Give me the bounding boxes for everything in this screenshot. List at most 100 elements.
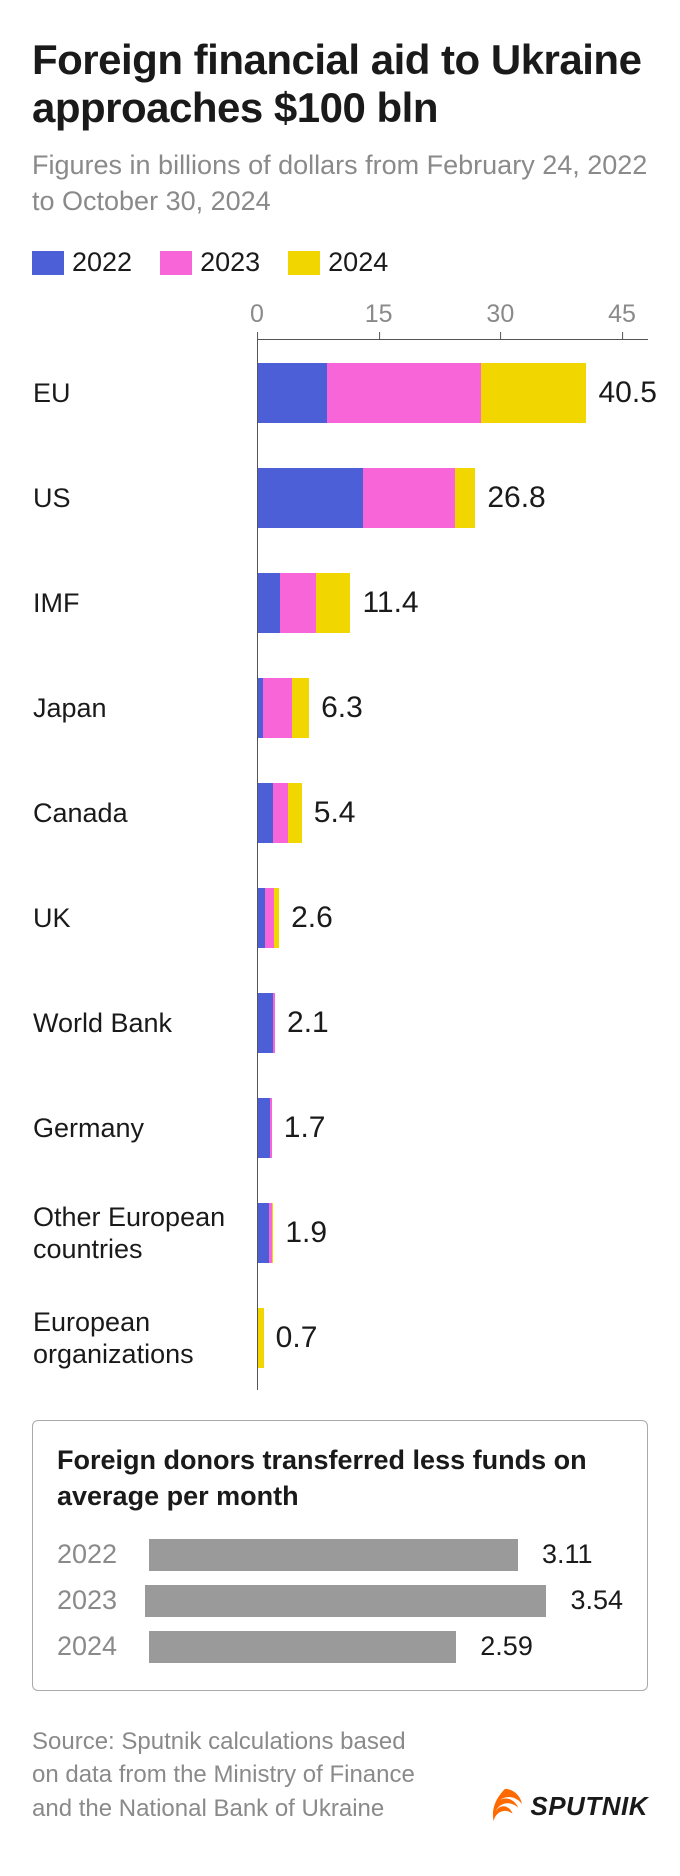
bar-segment: [258, 993, 273, 1053]
row-label: World Bank: [33, 1007, 248, 1039]
chart-row: EU40.5: [258, 340, 648, 445]
chart-row: US26.8: [258, 445, 648, 550]
monthly-year: 2022: [57, 1539, 135, 1570]
monthly-value: 2.59: [480, 1631, 533, 1662]
bar-segment: [363, 468, 455, 528]
bar: 0.7: [258, 1308, 317, 1368]
bar-segment: [258, 888, 265, 948]
bar-segment: [481, 363, 586, 423]
chart-row: IMF11.4: [258, 550, 648, 655]
monthly-row: 2024 2.59: [57, 1624, 623, 1670]
chart-rows: EU40.5US26.8IMF11.4Japan6.3Canada5.4UK2.…: [257, 340, 648, 1390]
bar-segment: [258, 468, 363, 528]
infographic: Foreign financial aid to Ukraine approac…: [0, 0, 680, 1849]
bar-segment: [292, 678, 309, 738]
row-value: 1.7: [284, 1111, 326, 1145]
legend-swatch: [288, 251, 320, 275]
row-value: 1.9: [285, 1216, 327, 1250]
legend: 2022 2023 2024: [32, 247, 648, 278]
footer: Source: Sputnik calculations based on da…: [32, 1725, 648, 1826]
axis-tick: 30: [486, 300, 514, 340]
monthly-rows: 2022 3.11 2023 3.54 2024 2.59: [57, 1532, 623, 1670]
legend-swatch: [32, 251, 64, 275]
monthly-value: 3.54: [570, 1585, 623, 1616]
row-value: 2.6: [291, 901, 333, 935]
bar-segment: [273, 993, 275, 1053]
legend-item: 2022: [32, 247, 132, 278]
monthly-bar: [149, 1539, 518, 1571]
bar: 5.4: [258, 783, 356, 843]
bar: 1.7: [258, 1098, 325, 1158]
bar-segment: [263, 678, 292, 738]
source-text: Source: Sputnik calculations based on da…: [32, 1725, 432, 1826]
bar: 26.8: [258, 468, 546, 528]
axis-tick: 45: [608, 300, 636, 340]
bar-segment: [258, 1308, 264, 1368]
bar-segment: [316, 573, 350, 633]
bar-segment: [258, 1098, 270, 1158]
row-label: Germany: [33, 1112, 248, 1144]
legend-swatch: [160, 251, 192, 275]
bar: 40.5: [258, 363, 657, 423]
chart-row: Germany1.7: [258, 1075, 648, 1180]
legend-label: 2023: [200, 247, 260, 278]
row-label: European organizations: [33, 1306, 248, 1371]
legend-label: 2024: [328, 247, 388, 278]
main-chart: 0153045 EU40.5US26.8IMF11.4Japan6.3Canad…: [32, 300, 648, 1390]
monthly-panel: Foreign donors transferred less funds on…: [32, 1420, 648, 1690]
bar: 6.3: [258, 678, 363, 738]
x-axis: 0153045: [257, 300, 648, 340]
monthly-year: 2023: [57, 1585, 131, 1616]
legend-item: 2024: [288, 247, 388, 278]
bar-segment: [288, 783, 302, 843]
bar-segment: [273, 783, 288, 843]
row-value: 6.3: [321, 691, 363, 725]
bar-segment: [455, 468, 475, 528]
bar: 11.4: [258, 573, 419, 633]
chart-row: Japan6.3: [258, 655, 648, 760]
bar-segment: [258, 1203, 269, 1263]
bar-segment: [270, 1098, 272, 1158]
bar: 2.6: [258, 888, 333, 948]
chart-row: Other European countries1.9: [258, 1180, 648, 1285]
bar: 2.1: [258, 993, 329, 1053]
sputnik-logo: SPUTNIK: [486, 1787, 648, 1825]
bar-segment: [274, 888, 279, 948]
logo-text: SPUTNIK: [530, 1791, 648, 1822]
bar-segment: [258, 573, 280, 633]
row-label: Japan: [33, 692, 248, 724]
bar: 1.9: [258, 1203, 327, 1263]
monthly-value: 3.11: [542, 1539, 593, 1570]
row-value: 40.5: [598, 376, 656, 410]
axis-tick: 0: [250, 300, 264, 340]
chart-row: Canada5.4: [258, 760, 648, 865]
chart-row: European organizations0.7: [258, 1285, 648, 1390]
chart-row: UK2.6: [258, 865, 648, 970]
row-label: UK: [33, 902, 248, 934]
row-value: 26.8: [487, 481, 545, 515]
monthly-row: 2023 3.54: [57, 1578, 623, 1624]
panel-title: Foreign donors transferred less funds on…: [57, 1443, 623, 1513]
subtitle: Figures in billions of dollars from Febr…: [32, 147, 648, 220]
row-value: 0.7: [276, 1321, 318, 1355]
chart-row: World Bank2.1: [258, 970, 648, 1075]
bar-segment: [258, 783, 273, 843]
row-label: IMF: [33, 587, 248, 619]
bar-segment: [258, 363, 327, 423]
legend-label: 2022: [72, 247, 132, 278]
row-value: 2.1: [287, 1006, 329, 1040]
row-label: Canada: [33, 797, 248, 829]
row-value: 11.4: [362, 586, 418, 620]
monthly-year: 2024: [57, 1631, 135, 1662]
bar-segment: [327, 363, 481, 423]
row-value: 5.4: [314, 796, 356, 830]
row-label: EU: [33, 377, 248, 409]
legend-item: 2023: [160, 247, 260, 278]
bar-segment: [265, 888, 274, 948]
bar-segment: [280, 573, 317, 633]
row-label: Other European countries: [33, 1201, 248, 1266]
page-title: Foreign financial aid to Ukraine approac…: [32, 36, 648, 133]
row-label: US: [33, 482, 248, 514]
bar-segment: [272, 1203, 274, 1263]
logo-icon: [486, 1787, 524, 1825]
